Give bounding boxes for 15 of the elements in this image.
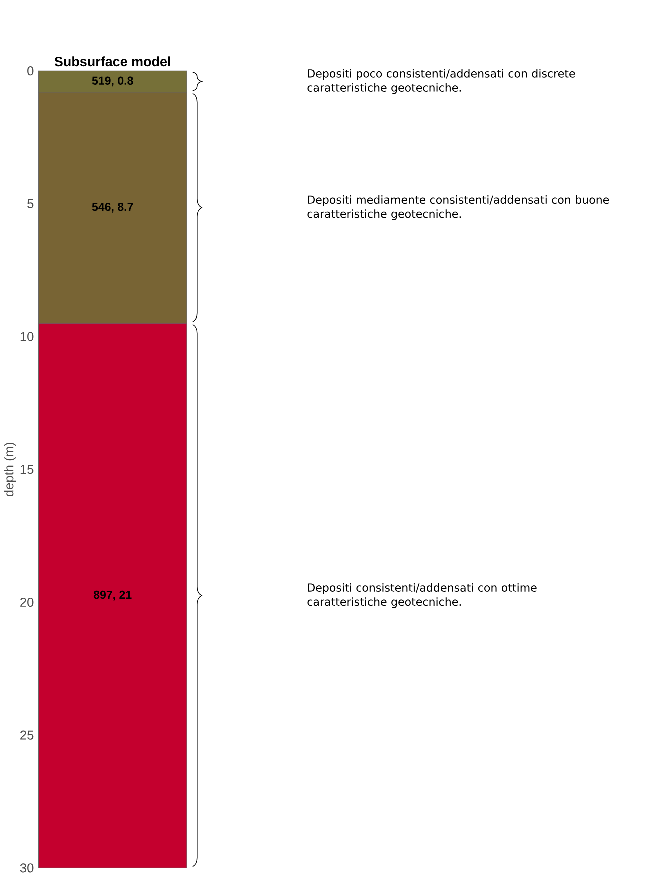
y-tick-label: 20 — [20, 598, 34, 608]
data-label: 546, 8.7 — [92, 202, 134, 213]
y-tick-label: 30 — [20, 864, 34, 873]
chart-title: Subsurface model — [54, 56, 170, 67]
y-tick-label: 5 — [28, 199, 34, 208]
y-tick-label: 0 — [28, 66, 34, 76]
y-tick-label: 10 — [20, 332, 34, 342]
text: Depositi mediamente consistenti/addensati con buone caratteristiche geotecniche. — [308, 196, 610, 220]
y-axis-title: depth (m) — [4, 442, 16, 497]
y-tick-label: 25 — [20, 730, 34, 740]
y-tick-label: 15 — [20, 465, 34, 474]
data-label: 519, 0.8 — [92, 76, 134, 87]
data-label: 897, 21 — [94, 590, 132, 601]
text: Depositi poco consistenti/addensati con discrete caratteristiche geotecniche. — [308, 69, 576, 94]
text: Depositi consistenti/addensati con ottime caratteristiche geotecniche. — [308, 583, 537, 608]
